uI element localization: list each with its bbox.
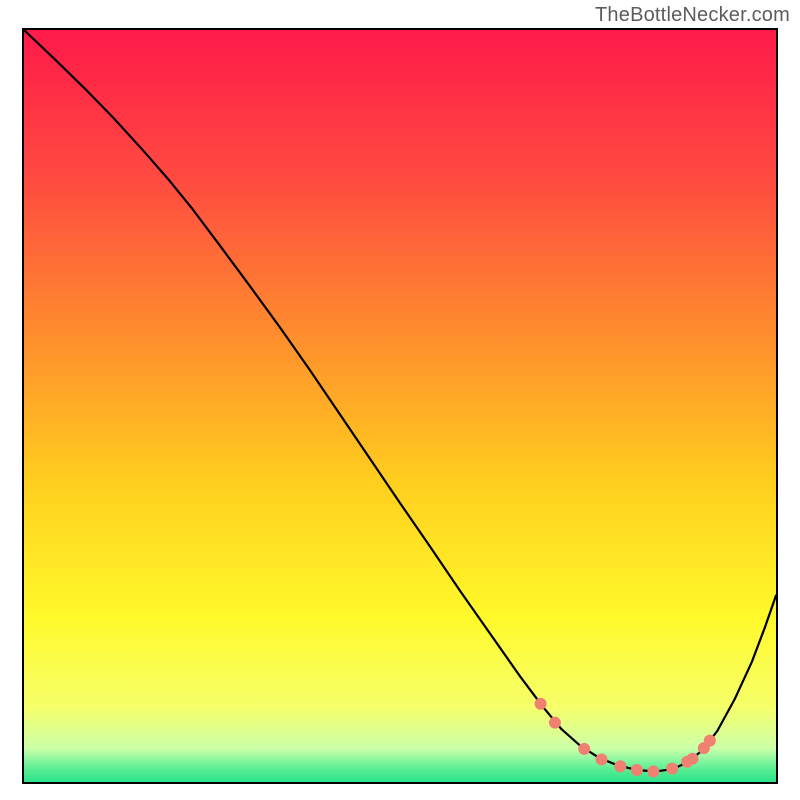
chart-svg [24, 30, 776, 782]
watermark-text: TheBottleNecker.com [595, 4, 790, 27]
marker-dot [687, 753, 698, 764]
marker-dot [648, 766, 659, 777]
marker-dot [579, 743, 590, 754]
plot-area [22, 28, 778, 784]
marker-dot [549, 717, 560, 728]
marker-dot [596, 754, 607, 765]
marker-dot [631, 764, 642, 775]
marker-dot [704, 735, 715, 746]
chart-container: TheBottleNecker.com [0, 0, 800, 800]
marker-dot [535, 698, 546, 709]
marker-dot [615, 761, 626, 772]
marker-dot [667, 763, 678, 774]
